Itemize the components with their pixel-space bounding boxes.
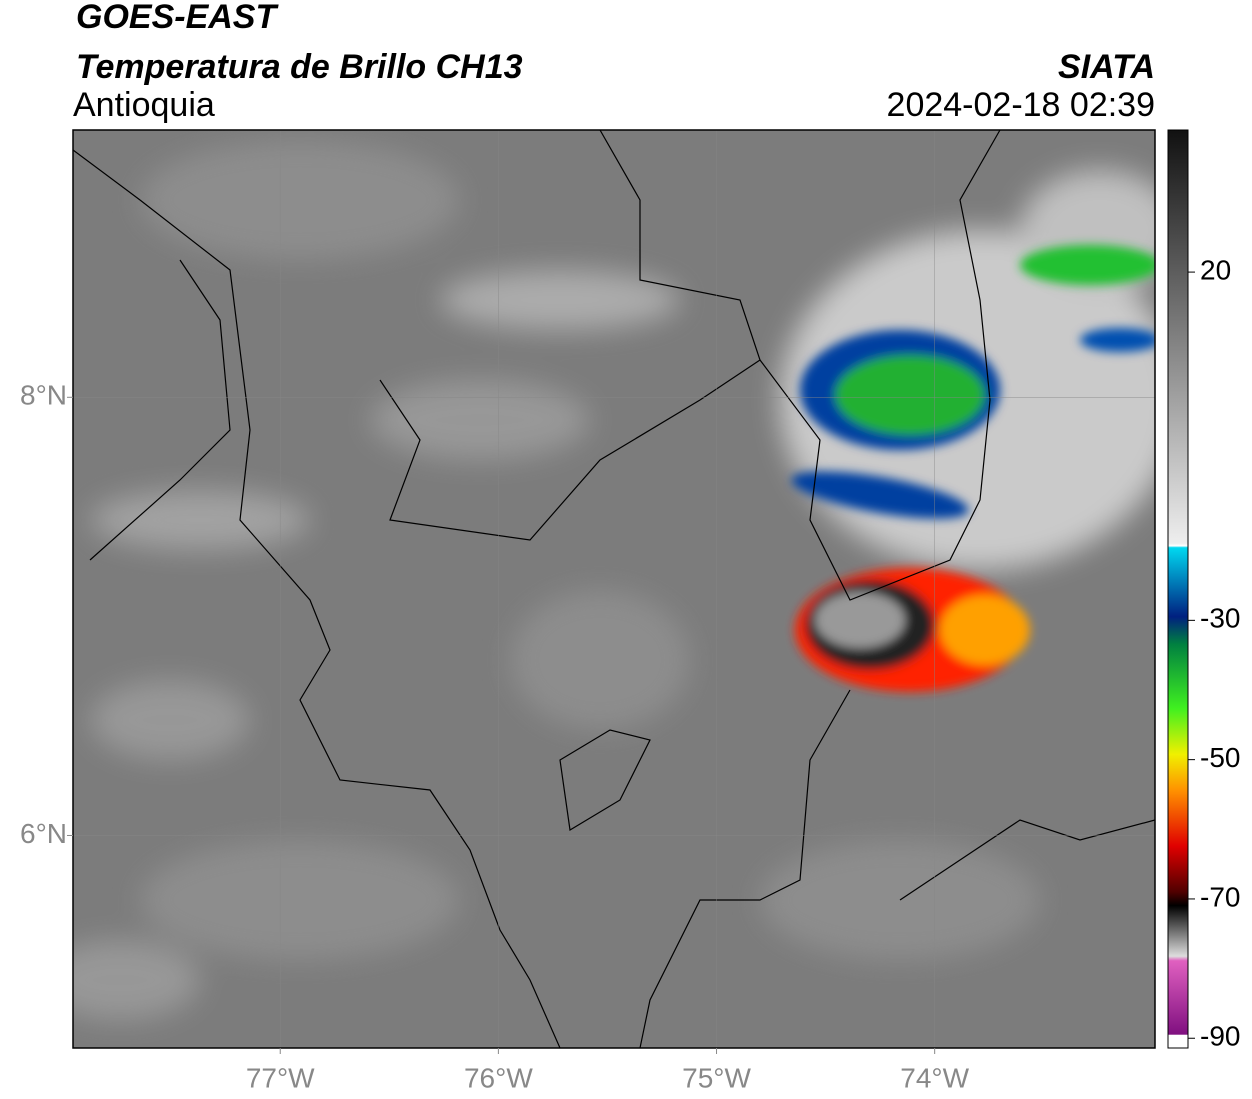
map-frame (72, 129, 1156, 1049)
colorbar-tick-label: -90 (1200, 1021, 1240, 1052)
region: Antioquia (73, 86, 215, 124)
satellite-image (73, 130, 1155, 1048)
x-tick-label: 76°W (464, 1062, 533, 1093)
subtitle: Temperatura de Brillo CH13 (76, 48, 523, 86)
x-tick-label: 75°W (682, 1062, 751, 1093)
colorbar-tick-label: -30 (1200, 603, 1240, 634)
x-tick-label: 74°W (900, 1062, 969, 1093)
y-tick-label: 8°N (20, 380, 67, 411)
colorbar-tick-label: -50 (1200, 742, 1240, 773)
colorbar-tick-label: 20 (1200, 254, 1231, 285)
title: GOES-EAST (76, 0, 279, 36)
datetime: 2024-02-18 02:39 (887, 86, 1155, 124)
colorbar-tick-label: -70 (1200, 881, 1240, 912)
colorbar (1167, 129, 1189, 1049)
borders (73, 130, 1155, 1048)
x-tick-label: 77°W (246, 1062, 315, 1093)
y-tick-label: 6°N (20, 818, 67, 849)
source: SIATA (1058, 48, 1155, 86)
